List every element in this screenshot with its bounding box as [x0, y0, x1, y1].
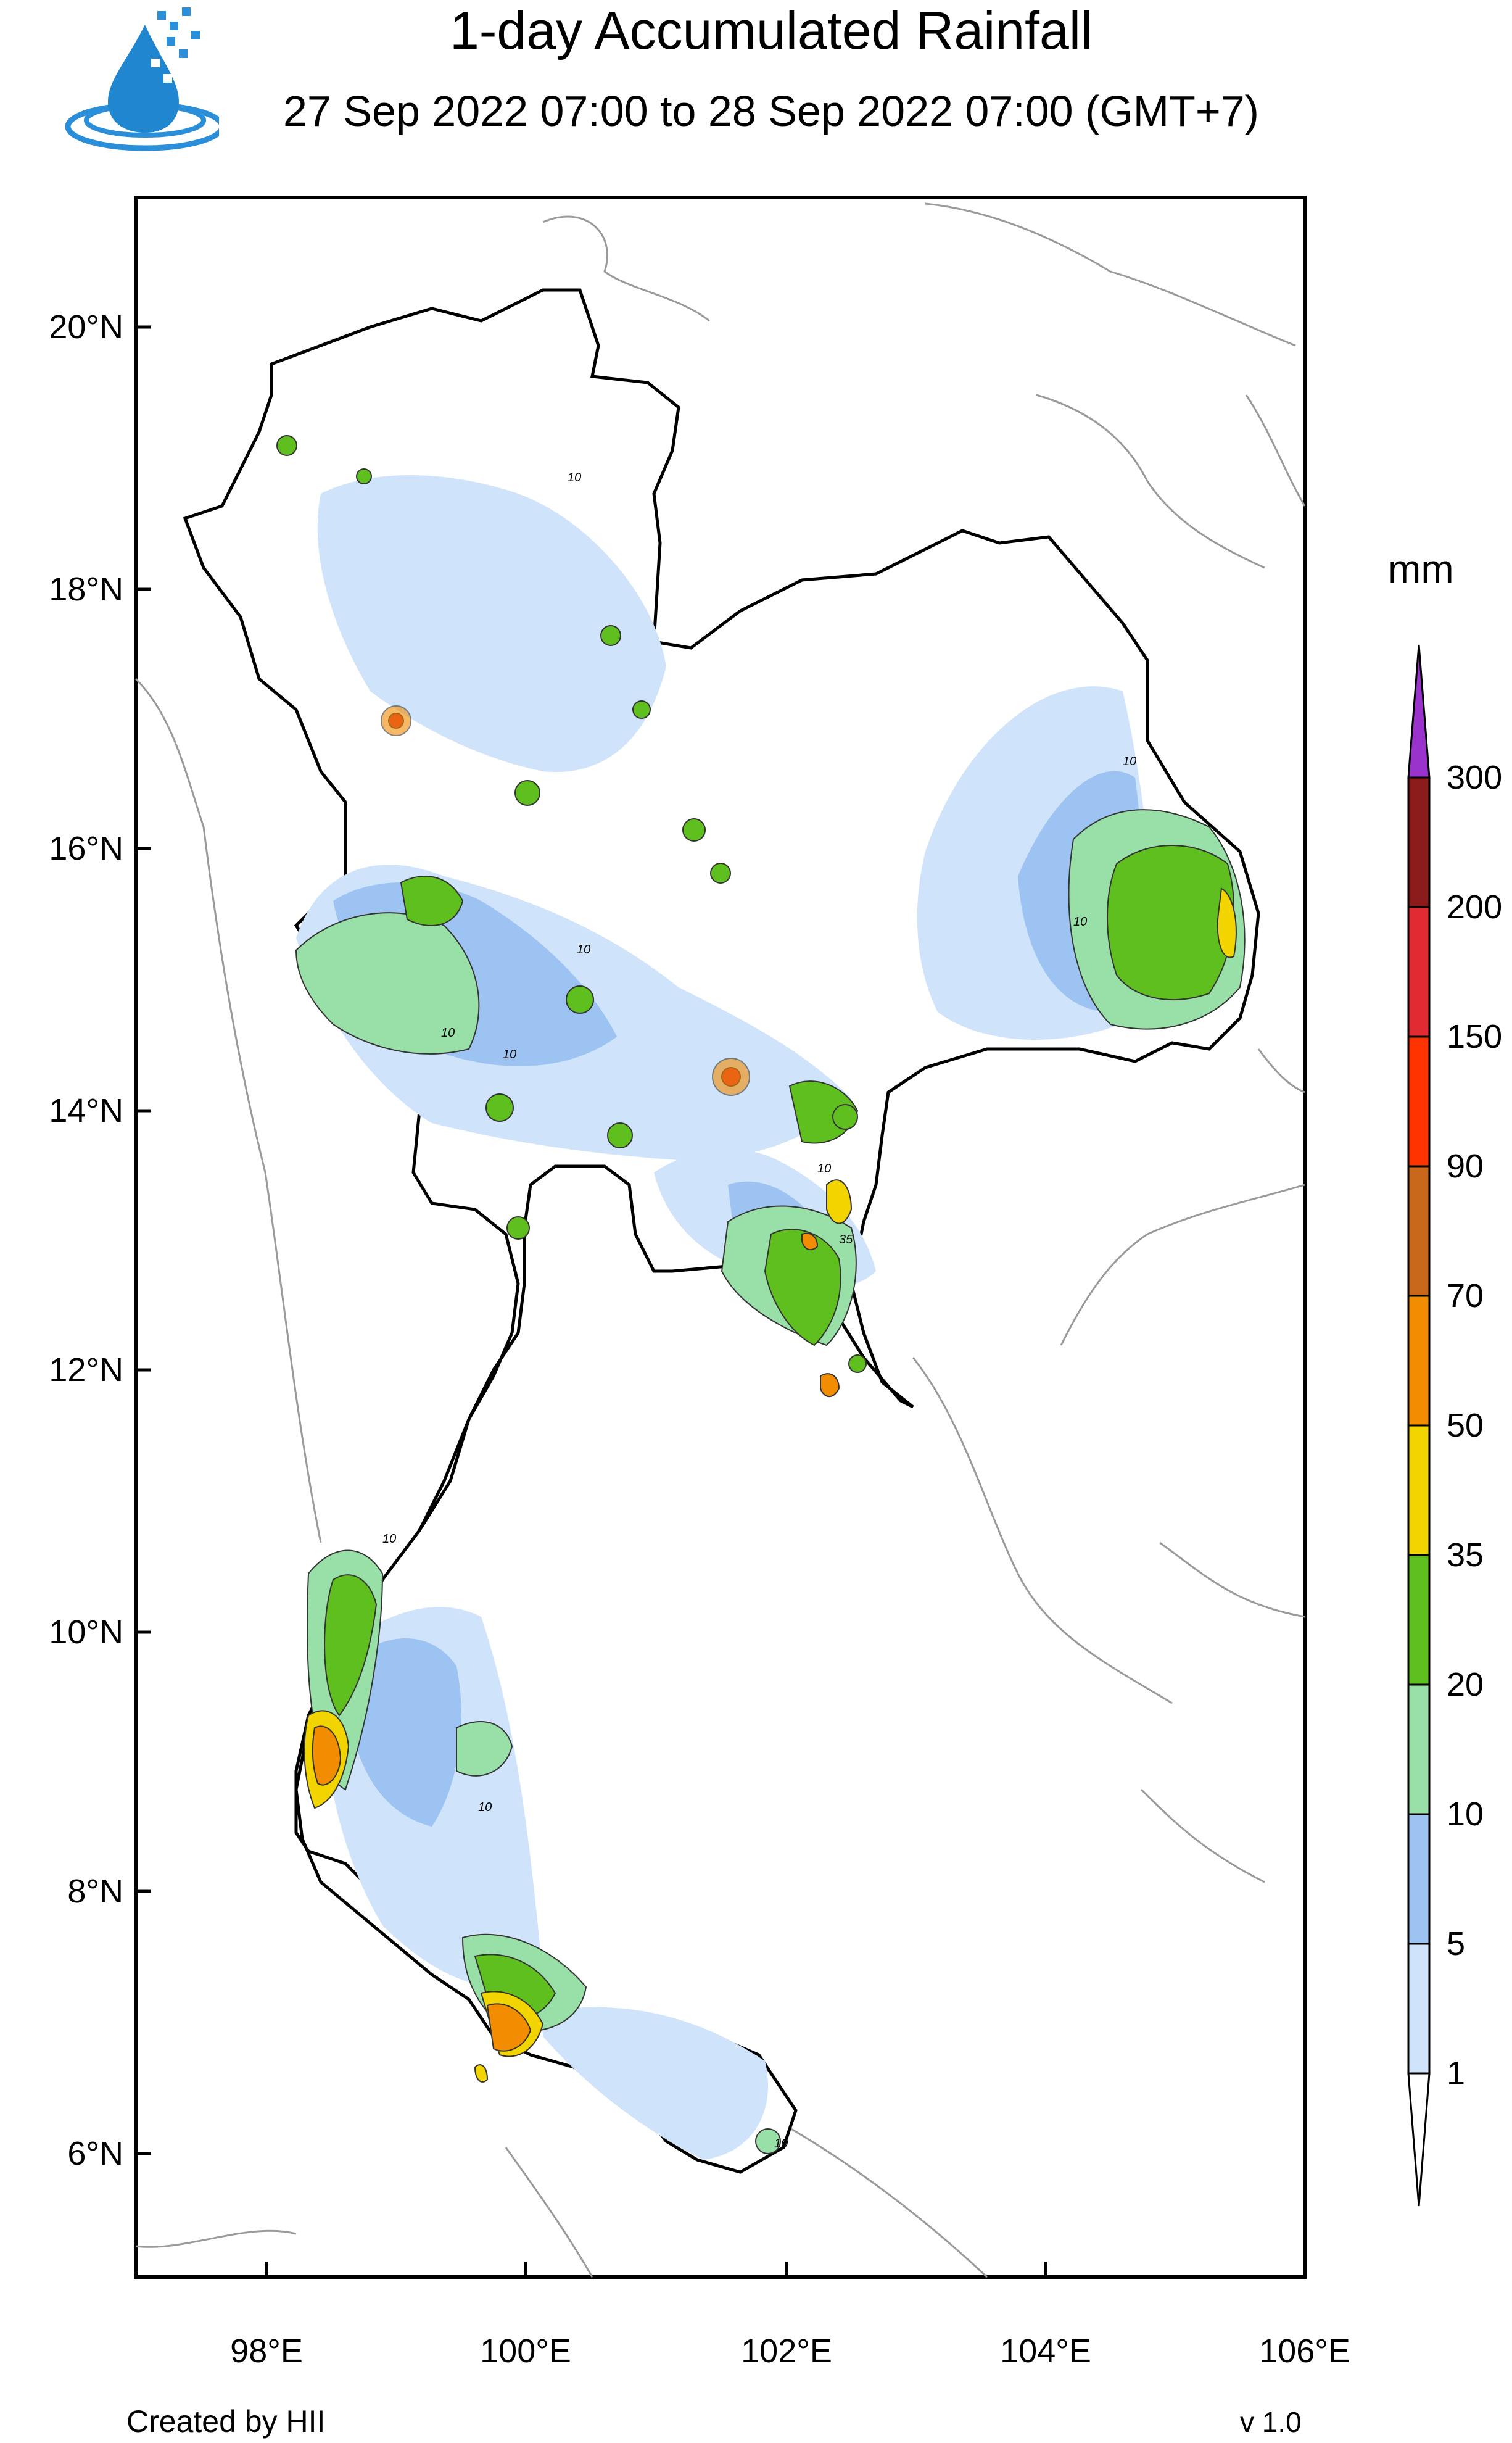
colorbar-label: 35 [1447, 1537, 1484, 1574]
lat-label: 8°N [67, 1873, 123, 1910]
colorbar [1407, 644, 1431, 2207]
colorbar-swatch [1407, 1813, 1431, 1945]
colorbar-swatch [1407, 1165, 1431, 1297]
colorbar-label: 200 [1447, 889, 1503, 926]
lat-label: 6°N [67, 2135, 123, 2172]
lat-label: 16°N [49, 830, 123, 867]
colorbar-label: 300 [1447, 759, 1503, 796]
axis-ticks [136, 325, 1307, 2277]
colorbar-bottom-triangle [1407, 2072, 1431, 2207]
contour-label: 10 [441, 1026, 455, 1040]
contour-label: 10 [577, 943, 590, 956]
colorbar-swatch [1407, 906, 1431, 1038]
contour-label: 10 [382, 1532, 396, 1546]
colorbar-swatch [1407, 776, 1431, 908]
colorbar-swatch [1407, 1035, 1431, 1168]
map-subtitle: 27 Sep 2022 07:00 to 28 Sep 2022 07:00 (… [283, 87, 1259, 135]
version-text: v 1.0 [1240, 2406, 1302, 2438]
colorbar-label: 150 [1447, 1018, 1503, 1055]
contour-label: 10 [774, 2137, 788, 2151]
colorbar-label: 20 [1447, 1666, 1484, 1703]
lat-label: 10°N [49, 1614, 123, 1651]
lon-label: 98°E [230, 2333, 303, 2370]
lon-label: 104°E [1000, 2333, 1091, 2370]
colorbar-top-triangle [1407, 644, 1431, 779]
map-title: 1-day Accumulated Rainfall [449, 1, 1093, 60]
colorbar-unit: mm [1388, 547, 1454, 591]
lon-label: 106°E [1259, 2333, 1350, 2370]
colorbar-label: 5 [1447, 1925, 1466, 1962]
contour-label: 10 [1073, 915, 1087, 929]
colorbar-swatch [1407, 1943, 1431, 2075]
colorbar-label: 1 [1447, 2055, 1466, 2092]
colorbar-swatch [1407, 1295, 1431, 1427]
lat-label: 20°N [49, 309, 123, 346]
contour-label: 10 [503, 1048, 516, 1061]
contour-label: 10 [1123, 755, 1136, 768]
colorbar-swatch [1407, 1683, 1431, 1815]
contour-label: 10 [478, 1801, 492, 1814]
colorbar-swatch [1407, 1424, 1431, 1556]
lon-label: 102°E [741, 2333, 832, 2370]
colorbar-swatch [1407, 1554, 1431, 1686]
hii-water-drop-logo-icon [65, 7, 219, 151]
contour-label: 35 [839, 1233, 853, 1246]
colorbar-label: 90 [1447, 1148, 1484, 1185]
neighbor-borders [134, 202, 1306, 2278]
lat-label: 12°N [49, 1351, 123, 1388]
contour-labels: 10 10 10 10 10 10 35 10 10 10 10 [382, 471, 1136, 2151]
contour-label: 10 [817, 1162, 831, 1176]
colorbar-label: 10 [1447, 1796, 1484, 1833]
contour-label: 10 [568, 471, 581, 484]
credit-text: Created by HII [126, 2404, 326, 2439]
lat-label: 14°N [49, 1092, 123, 1129]
rainfall-field [276, 435, 1246, 2160]
colorbar-label: 70 [1447, 1277, 1484, 1314]
colorbar-label: 50 [1447, 1407, 1484, 1444]
lon-label: 100°E [480, 2333, 571, 2370]
lat-label: 18°N [49, 571, 123, 608]
